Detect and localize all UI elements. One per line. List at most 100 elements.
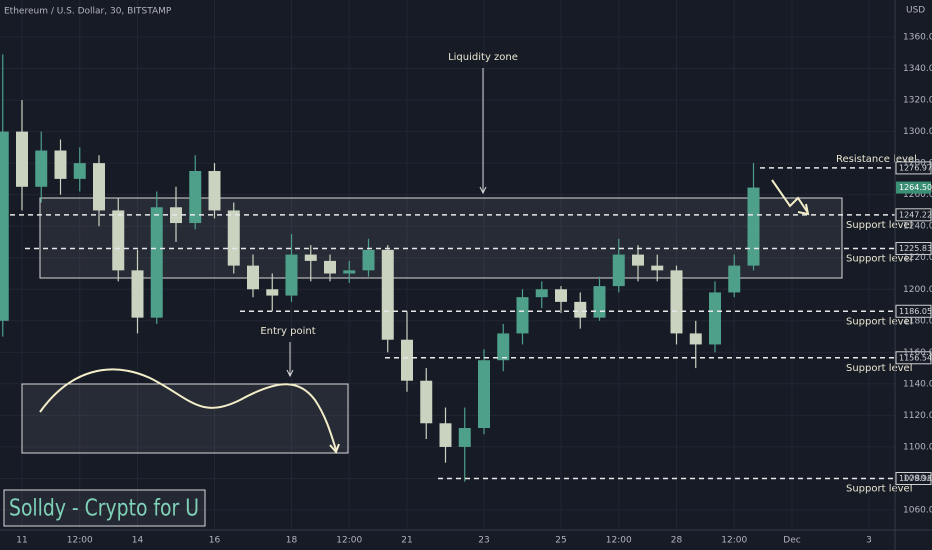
level-name: Support level: [846, 483, 913, 494]
candle-body: [362, 249, 375, 271]
y-tick-label: 1340.00: [903, 64, 932, 74]
candle-body: [112, 210, 125, 271]
candle-body: [247, 265, 259, 290]
level-tag: [895, 304, 932, 318]
y-tick-label: 1160.00: [903, 348, 932, 358]
candle-body: [689, 333, 702, 345]
projection-arrow-head: [797, 203, 810, 216]
x-tick-label: 28: [671, 536, 683, 546]
entry-label: Entry point: [260, 326, 315, 337]
y-tick-label: 1200.00: [903, 285, 932, 295]
x-tick-label: 23: [478, 536, 489, 546]
candle-body: [555, 289, 567, 302]
x-tick-label: 16: [209, 536, 221, 546]
y-tick-label: 1280.00: [903, 159, 932, 169]
candle-body: [266, 289, 279, 296]
candle-body: [516, 297, 529, 334]
candles: [0, 54, 760, 482]
entry-arrow-head: [286, 369, 294, 378]
y-tick-label: 1180.00: [903, 316, 932, 326]
watermark: Solldy - Crypto for U: [9, 496, 199, 522]
candle-body: [324, 260, 336, 274]
candle-body: [381, 249, 394, 340]
candle-body: [304, 254, 317, 261]
candle-body: [227, 210, 240, 266]
level-value: 1276.97: [899, 163, 932, 172]
entry-box: [21, 383, 349, 454]
y-tick-label: 1220.00: [903, 253, 932, 263]
candle-body: [728, 265, 741, 293]
candle-body: [73, 163, 86, 179]
projection-arrow: [771, 179, 809, 214]
candle-body: [343, 270, 356, 274]
candle-body: [208, 171, 221, 211]
y-tick-label: 1100.00: [903, 442, 932, 452]
watermark-box: [3, 489, 206, 527]
x-tick-label: 12:00: [721, 536, 747, 546]
candle-body: [535, 289, 548, 298]
x-tick-label: 12:00: [67, 536, 93, 546]
level-name: Resistance level: [836, 154, 917, 165]
level-tag: [895, 351, 932, 365]
candle-body: [747, 187, 760, 266]
level-value: 1225.83: [899, 244, 932, 253]
y-tick-label: 1360.00: [903, 33, 932, 43]
candle-body: [458, 428, 471, 447]
candle-body: [54, 150, 67, 179]
entry-curve-head: [329, 443, 340, 454]
candle-body: [632, 254, 644, 266]
x-tick-label: 11: [16, 536, 27, 546]
candle-body: [593, 286, 606, 318]
x-tick-label: 3: [866, 536, 872, 546]
x-tick-label: 21: [401, 536, 412, 546]
level-tag: [895, 242, 932, 256]
x-tick-label: Dec: [783, 536, 800, 546]
liquidity-label: Liquidity zone: [448, 52, 518, 63]
candle-body: [150, 207, 163, 318]
candle-body: [574, 301, 587, 318]
currency: USD: [906, 6, 925, 16]
candle-body: [709, 292, 721, 345]
candle-body: [131, 270, 144, 318]
last-price-tag: [896, 181, 931, 194]
y-tick-label: 1320.00: [903, 96, 932, 106]
level-name: Support level: [846, 363, 913, 374]
candle-body: [478, 360, 490, 429]
level-tag: [895, 208, 932, 222]
y-tick-label: 1240.00: [903, 222, 932, 232]
x-tick-label: 14: [132, 536, 144, 546]
y-tick-label: 1260.00: [903, 190, 932, 200]
liquidity-arrow-head: [479, 186, 487, 195]
entry-curve: [39, 368, 337, 451]
candle-body: [93, 163, 105, 211]
level-value: 1186.05: [899, 307, 932, 316]
y-tick-label: 1060.00: [903, 506, 932, 516]
y-tick-label: 1120.00: [903, 411, 932, 421]
candle-body: [670, 270, 683, 334]
candle-body: [651, 265, 664, 271]
x-tick-label: 25: [555, 536, 566, 546]
last-price-label: 1264.50: [899, 183, 932, 192]
candle-body: [439, 423, 452, 447]
candle-body: [0, 131, 9, 321]
y-tick-label: 1140.00: [903, 379, 932, 389]
level-tag: [895, 161, 932, 175]
level-name: Support level: [846, 316, 913, 327]
level-name: Support level: [846, 220, 913, 231]
candle-body: [420, 380, 433, 424]
x-tick-label: 18: [286, 536, 298, 546]
y-tick-label: 1080.00: [903, 474, 932, 484]
candle-body: [35, 150, 48, 187]
level-value: 1247.22: [899, 210, 932, 219]
level-tag: [895, 471, 932, 485]
candle-body: [612, 254, 625, 287]
candle-body: [16, 131, 28, 187]
level-value: 1079.98: [899, 474, 932, 483]
candle-body: [497, 333, 510, 361]
x-tick-label: 12:00: [606, 536, 632, 546]
x-tick-label: 12:00: [336, 536, 362, 546]
candle-body: [401, 339, 413, 381]
chart-title: Ethereum / U.S. Dollar, 30, BITSTAMP: [4, 7, 172, 17]
